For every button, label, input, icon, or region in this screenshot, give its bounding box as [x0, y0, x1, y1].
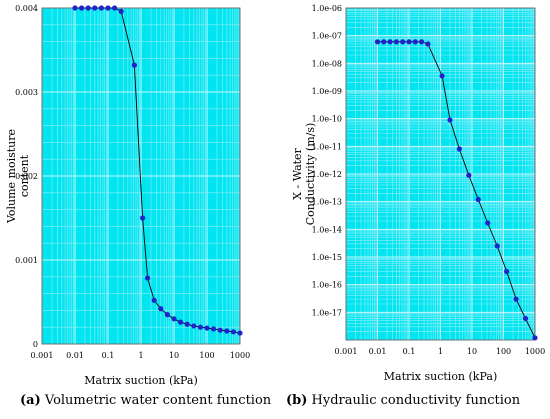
chart1-y-tick-label: 1.0e-09 [312, 87, 342, 96]
chart1-data-point [439, 73, 445, 79]
chart0-data-point [217, 327, 223, 333]
chart0-x-tick-label: 0.001 [31, 351, 54, 360]
chart0-data-point [204, 325, 210, 331]
chart0-data-point [191, 323, 197, 329]
chart1-data-point [466, 172, 472, 178]
chart0-x-tick-label: 1 [138, 351, 143, 360]
chart0-x-tick-label: 0.01 [66, 351, 84, 360]
chart1-data-point [456, 146, 462, 152]
chart0-data-point [164, 312, 171, 318]
chart1-y-tick-label: 1.0e-17 [312, 308, 342, 317]
chart1-y-tick-label: 1.0e-14 [312, 225, 342, 234]
chart0-y-tick-label: 0.002 [15, 172, 38, 181]
chart1-data-point [485, 220, 491, 226]
chart0-y-axis-label-line: content [18, 154, 31, 197]
chart0-data-point [85, 5, 91, 11]
chart1-y-tick-label: 1.0e-11 [312, 142, 342, 151]
chart1-data-point [522, 315, 529, 322]
caption-a-tag: (a) [20, 393, 41, 408]
chart0-data-point [177, 319, 184, 325]
chart1-data-point [418, 39, 425, 45]
chart1-y-tick-label: 1.0e-12 [312, 170, 342, 179]
chart1-y-tick-label: 1.0e-15 [312, 253, 342, 262]
chart1-x-tick-label: 1 [438, 347, 443, 356]
caption-b: (b) Hydraulic conductivity function [286, 393, 520, 408]
chart-volumetric-water-content: 0.001 0.01 0.1 1 10 100 1000 0 0.001 0.002 0.003 0.… [5, 4, 250, 387]
chart0-data-point [230, 329, 237, 335]
chart0-data-point [184, 321, 190, 327]
caption-b-text: Hydraulic conductivity function [311, 393, 521, 408]
chart-hydraulic-conductivity: 0.001 0.01 0.1 1 10 100 1000 1.0e-06 1.0e-07 1.0e… [291, 4, 545, 383]
chart0-y-tick-label: 0.004 [15, 4, 38, 13]
caption-a-text: Volumetric water content function [44, 393, 272, 408]
chart1-data-point [504, 268, 510, 275]
chart1-data-point [425, 41, 431, 47]
chart0-x-tick-label: 1000 [230, 351, 250, 360]
chart1-data-point [475, 196, 481, 203]
chart1-y-axis-label-line: Conductivity (m/s) [304, 123, 317, 226]
caption-a: (a) Volumetric water content function [20, 393, 271, 408]
chart0-data-point [131, 62, 138, 68]
chart1-y-tick-label: 1.0e-10 [312, 115, 342, 124]
chart0-data-point [158, 306, 164, 312]
chart0-y-tick-label: 0 [33, 340, 38, 349]
chart0-y-axis-label-line: Volume moisture [5, 129, 18, 224]
chart0-data-point [105, 5, 111, 11]
chart0-data-point [78, 5, 85, 11]
chart1-x-tick-label: 0.01 [369, 347, 387, 356]
chart0-data-point [151, 297, 157, 303]
chart1-y-tick-label: 1.0e-13 [312, 198, 342, 207]
chart0-data-point [98, 5, 105, 11]
chart1-y-tick-label: 1.0e-16 [312, 281, 342, 290]
chart0-data-point [92, 5, 98, 11]
chart0-x-tick-label: 0.1 [102, 351, 115, 360]
chart1-data-point [447, 117, 453, 123]
chart0-data-point [224, 328, 230, 334]
chart0-data-point [171, 316, 177, 322]
caption-b-tag: (b) [286, 393, 308, 408]
chart1-y-tick-label: 1.0e-08 [312, 59, 342, 68]
chart0-x-tick-label: 10 [169, 351, 179, 360]
chart1-data-point [494, 243, 500, 249]
chart1-data-point [393, 39, 399, 45]
chart1-data-point [374, 39, 381, 45]
chart1-data-point [400, 39, 406, 45]
chart0-data-point [210, 326, 217, 332]
chart1-x-tick-label: 0.1 [403, 347, 416, 356]
chart0-data-point [111, 5, 118, 11]
chart1-x-axis-label: Matrix suction (kPa) [384, 370, 497, 383]
chart1-y-tick-label: 1.0e-07 [312, 32, 342, 41]
chart1-data-point [406, 39, 412, 45]
chart1-y-axis-label-line: X - Water [291, 147, 304, 199]
chart1-data-point [387, 39, 393, 45]
chart0-y-tick-label: 0.003 [15, 88, 38, 97]
chart0-data-point [197, 324, 204, 330]
chart1-data-point [381, 39, 387, 45]
chart0-x-axis-label: Matrix suction (kPa) [84, 374, 197, 387]
chart1-data-point [513, 296, 519, 302]
chart1-x-tick-label: 0.001 [335, 347, 358, 356]
chart1-data-point [412, 39, 418, 45]
chart1-y-tick-label: 1.0e-06 [312, 4, 342, 13]
chart1-plot-frame [345, 7, 536, 341]
chart0-data-point [72, 5, 78, 11]
chart0-data-point [118, 8, 124, 14]
chart0-data-point [144, 275, 151, 281]
chart0-x-tick-label: 100 [199, 351, 214, 360]
chart0-plot-frame [41, 7, 241, 345]
chart0-data-point [140, 215, 146, 221]
chart1-x-tick-label: 100 [496, 347, 511, 356]
chart1-x-tick-label: 10 [467, 347, 477, 356]
chart0-data-point [237, 330, 243, 336]
chart0-y-tick-label: 0.001 [15, 256, 38, 265]
chart1-x-tick-label: 1000 [525, 347, 545, 356]
chart1-data-point [532, 335, 538, 341]
